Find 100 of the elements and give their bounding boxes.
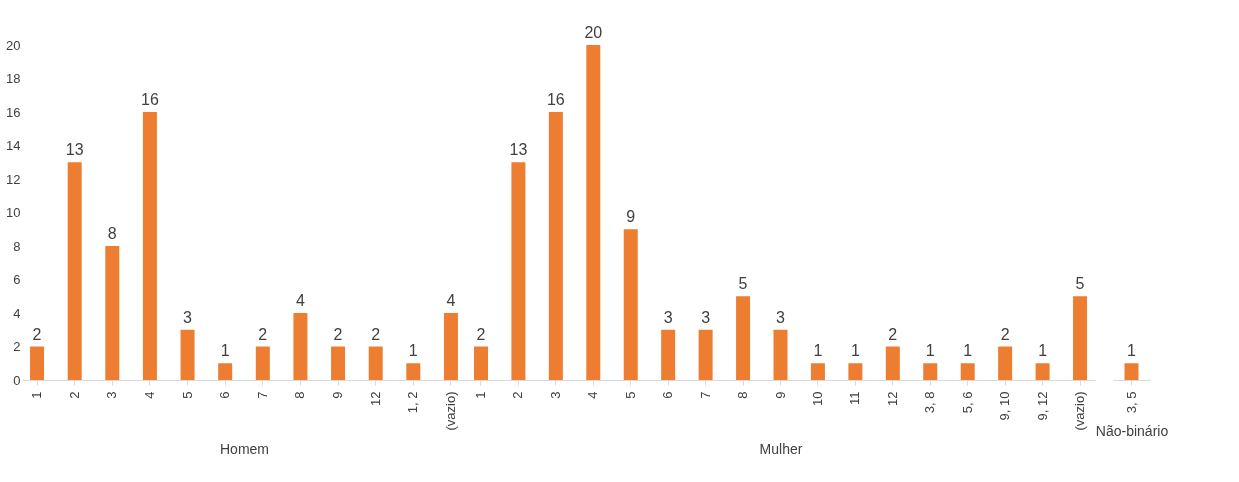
x-tick-label: 2 <box>510 391 526 399</box>
x-tick-label: 11 <box>847 391 863 405</box>
y-tick-label: 12 <box>6 171 21 187</box>
data-label: 13 <box>65 141 84 159</box>
data-label: 20 <box>584 24 603 41</box>
data-label: 2 <box>1000 325 1010 343</box>
bar <box>773 329 788 380</box>
data-label: 4 <box>295 292 305 309</box>
data-label: 5 <box>1075 275 1085 293</box>
x-axis-title: Homem <box>219 440 270 457</box>
x-tick-label: (vazio) <box>442 391 458 431</box>
y-tick-label: 2 <box>13 339 21 354</box>
x-tick-label: 3 <box>104 391 120 399</box>
y-tick-label: 16 <box>6 104 21 120</box>
x-tick-label: 10 <box>809 391 825 406</box>
x-tick-label: 6 <box>660 391 676 399</box>
y-tick-label: 4 <box>13 305 21 321</box>
data-label: 1 <box>925 342 935 360</box>
data-label: 1 <box>220 342 230 360</box>
bar <box>736 296 751 380</box>
x-tick-label: 9 <box>330 391 346 399</box>
x-tick-label: 3, 5 <box>1123 391 1139 414</box>
bar <box>218 363 233 380</box>
data-label: 5 <box>738 275 748 293</box>
bar <box>1073 296 1088 380</box>
data-label: 1 <box>813 342 823 360</box>
data-label: 1 <box>1127 342 1137 360</box>
bar <box>331 346 346 380</box>
bar <box>548 112 563 380</box>
bar <box>180 329 195 380</box>
y-tick-label: 0 <box>13 372 21 388</box>
data-label: 3 <box>701 308 711 326</box>
x-tick-label: (vazio) <box>1072 391 1088 431</box>
x-tick-label: 6 <box>217 391 233 399</box>
x-tick-label: 8 <box>292 391 308 399</box>
bar <box>923 363 938 380</box>
bar <box>105 246 120 380</box>
data-label: 1 <box>1038 342 1048 360</box>
x-tick-label: 3 <box>547 391 563 399</box>
data-label: 13 <box>509 141 528 159</box>
y-tick-label: 14 <box>6 138 21 153</box>
bar <box>368 346 383 380</box>
data-label: 1 <box>963 342 973 360</box>
bar <box>473 346 488 380</box>
data-label: 3 <box>183 308 193 326</box>
bar <box>67 162 82 380</box>
bar <box>293 313 308 380</box>
data-label: 9 <box>626 208 636 226</box>
bar <box>255 346 270 380</box>
data-label: 2 <box>32 325 42 343</box>
x-tick-label: 9, 12 <box>1034 391 1050 421</box>
bar <box>698 329 713 380</box>
bar <box>661 329 676 380</box>
data-label: 16 <box>141 91 159 108</box>
x-tick-label: 7 <box>697 391 713 399</box>
bar <box>848 363 863 380</box>
x-tick-label: 1, 2 <box>405 391 421 414</box>
y-tick-label: 6 <box>13 272 21 287</box>
bar <box>586 45 601 380</box>
bar <box>142 112 157 380</box>
x-tick-label: 4 <box>585 391 601 399</box>
y-tick-label: 10 <box>6 205 21 220</box>
x-tick-label: 5, 6 <box>959 391 975 414</box>
bar <box>406 363 421 380</box>
bar <box>623 229 638 380</box>
data-label: 3 <box>776 308 786 326</box>
x-tick-label: 1 <box>29 391 45 399</box>
x-tick-label: 9 <box>772 391 788 399</box>
data-label: 16 <box>546 91 565 108</box>
y-tick-label: 8 <box>13 238 21 254</box>
bar <box>1035 363 1050 380</box>
x-tick-label: 12 <box>884 391 900 406</box>
data-label: 4 <box>446 292 456 309</box>
x-tick-label: 9, 10 <box>997 391 1013 421</box>
y-tick-label: 18 <box>6 71 21 86</box>
x-tick-label: 5 <box>622 391 638 399</box>
data-label: 1 <box>850 342 860 360</box>
data-label: 1 <box>408 342 418 360</box>
y-tick-label: 20 <box>6 37 21 53</box>
x-tick-label: 3, 8 <box>922 391 938 414</box>
bar <box>511 162 526 380</box>
bar <box>30 346 45 380</box>
x-tick-label: 12 <box>367 391 383 406</box>
x-tick-label: 8 <box>735 391 751 399</box>
bar <box>443 313 458 380</box>
data-label: 2 <box>888 325 898 343</box>
data-label: 2 <box>371 325 381 343</box>
data-label: 2 <box>333 325 343 343</box>
bar <box>998 346 1013 380</box>
x-tick-label: 5 <box>179 391 195 399</box>
data-label: 2 <box>258 325 268 343</box>
data-label: 8 <box>107 225 117 242</box>
x-tick-label: 1 <box>472 391 488 399</box>
x-axis-title: Não-binário <box>1095 423 1169 440</box>
data-label: 2 <box>476 325 486 343</box>
bar <box>885 346 900 380</box>
x-tick-label: 4 <box>141 391 157 399</box>
x-axis-title: Mulher <box>759 440 803 457</box>
bar <box>810 363 825 380</box>
x-tick-label: 2 <box>66 391 82 399</box>
